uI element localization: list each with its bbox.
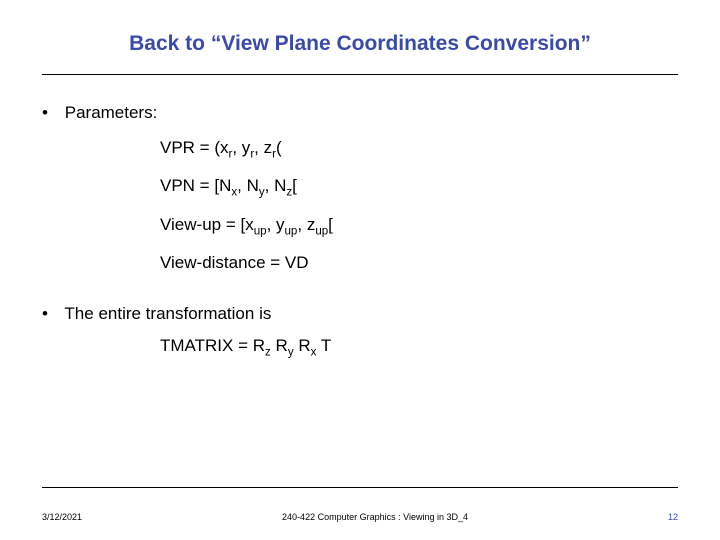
footer: 3/12/2021 240-422 Computer Graphics : Vi… — [42, 512, 678, 522]
param-vpr: VPR = (xr, yr, zr( — [160, 135, 678, 161]
param-viewdist: View-distance = VD — [160, 250, 678, 276]
bullet-text: The entire transformation is — [64, 304, 271, 323]
tmatrix-line: TMATRIX = Rz Ry Rx T — [160, 336, 678, 356]
param-viewup: View-up = [xup, yup, zup[ — [160, 212, 678, 238]
parameter-list: VPR = (xr, yr, zr( VPN = [Nx, Ny, Nz[ Vi… — [160, 135, 678, 276]
slide-body: • Parameters: VPR = (xr, yr, zr( VPN = [… — [0, 75, 720, 356]
bullet-parameters: • Parameters: — [42, 103, 678, 123]
bullet-dot: • — [42, 103, 60, 123]
footer-mid: 240-422 Computer Graphics : Viewing in 3… — [282, 512, 468, 522]
footer-date: 3/12/2021 — [42, 512, 82, 522]
divider-bottom — [42, 487, 678, 488]
slide-title: Back to “View Plane Coordinates Conversi… — [0, 0, 720, 56]
bullet-dot: • — [42, 304, 60, 324]
param-vpn: VPN = [Nx, Ny, Nz[ — [160, 173, 678, 199]
bullet-transformation: • The entire transformation is — [42, 304, 678, 324]
slide: Back to “View Plane Coordinates Conversi… — [0, 0, 720, 540]
footer-page: 12 — [668, 512, 678, 522]
bullet-text: Parameters: — [65, 103, 158, 122]
